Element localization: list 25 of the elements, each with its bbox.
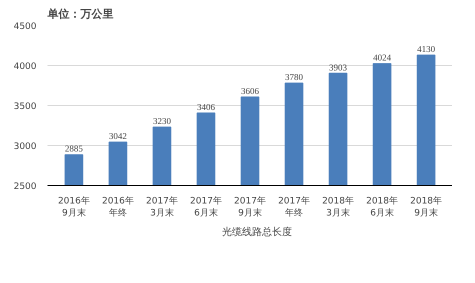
data-label: 4024 bbox=[373, 52, 392, 63]
x-tick-label: 2017年9月末 bbox=[234, 196, 266, 218]
data-label: 3406 bbox=[196, 102, 216, 112]
y-tick-label: 2500 bbox=[14, 182, 37, 192]
data-label: 3903 bbox=[329, 62, 348, 72]
x-tick-label: 2017年年终 bbox=[278, 196, 310, 218]
data-label: 3780 bbox=[285, 72, 304, 82]
x-tick-label: 2018年3月末 bbox=[322, 196, 354, 218]
y-tick-label: 4000 bbox=[14, 62, 37, 72]
y-tick-label: 3500 bbox=[14, 102, 37, 112]
chart-title: 单位：万公里 bbox=[46, 8, 114, 20]
data-label: 2885 bbox=[64, 144, 84, 154]
x-tick-label: 2017年3月末 bbox=[146, 196, 178, 218]
data-label: 3606 bbox=[241, 86, 260, 96]
x-tick-label: 2016年年终 bbox=[102, 196, 134, 218]
text: 光缆线路总长度 bbox=[222, 226, 292, 239]
x-tick-label: 2017年6月末 bbox=[190, 196, 222, 218]
x-tick-label: 2018年9月末 bbox=[410, 196, 442, 218]
data-label: 3042 bbox=[108, 131, 127, 142]
y-tick-label: 4500 bbox=[14, 22, 37, 32]
data-label: 4130 bbox=[417, 44, 436, 54]
x-tick-label: 2016年9月末 bbox=[58, 196, 90, 218]
y-tick-label: 3000 bbox=[14, 142, 37, 152]
x-tick-label: 2018年6月末 bbox=[366, 196, 398, 218]
data-label: 3230 bbox=[152, 116, 172, 126]
